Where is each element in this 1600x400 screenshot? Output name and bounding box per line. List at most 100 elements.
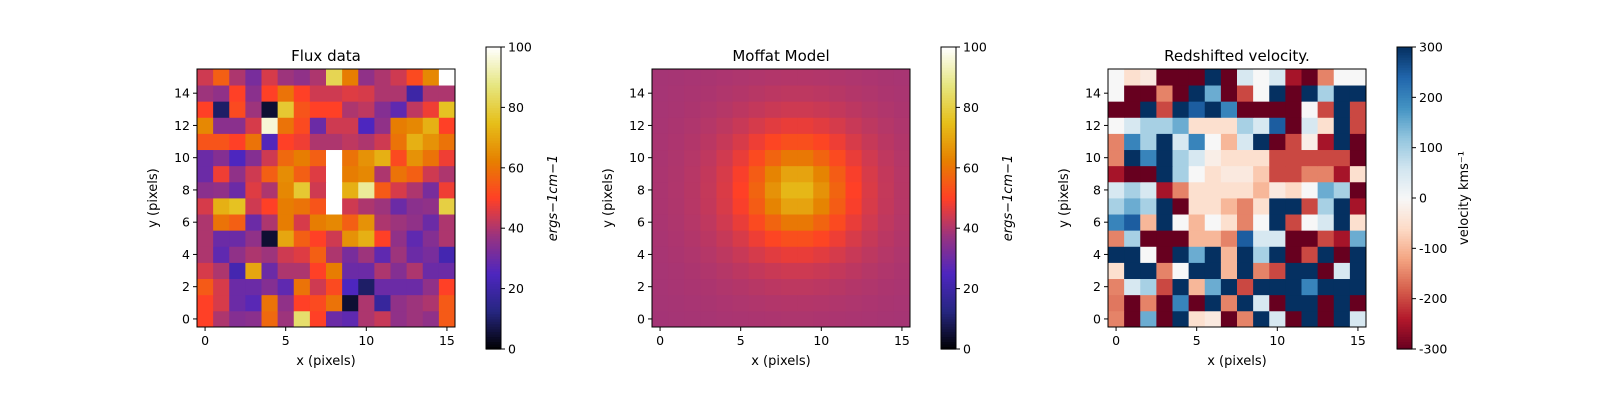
heatmap-cell xyxy=(781,101,798,118)
heatmap-cell xyxy=(309,69,327,86)
heatmap-cell xyxy=(1317,198,1335,215)
heatmap-cell xyxy=(438,230,456,247)
x-tick-label: 5 xyxy=(1193,333,1201,348)
heatmap-cell xyxy=(309,165,327,183)
heatmap-cell xyxy=(732,69,750,86)
colorbar-segment xyxy=(1397,132,1412,136)
colorbar-segment xyxy=(1397,180,1412,184)
colorbar-segment xyxy=(941,119,956,124)
heatmap-cell xyxy=(652,69,669,86)
colorbar-segment xyxy=(941,84,956,88)
heatmap-cell xyxy=(229,294,246,312)
colorbar-segment xyxy=(1397,59,1412,63)
heatmap-cell xyxy=(422,294,440,312)
colorbar-segment xyxy=(1397,127,1412,131)
heatmap-cell xyxy=(668,262,685,280)
colorbar-segment xyxy=(941,343,956,348)
colorbar-segment xyxy=(941,87,956,91)
colorbar-segment xyxy=(486,230,501,234)
heatmap-cell xyxy=(1333,230,1351,247)
colorbar-segment xyxy=(486,112,501,116)
colorbar-frame xyxy=(485,46,502,350)
colorbar-segment xyxy=(941,175,956,179)
heatmap-cell xyxy=(764,149,782,167)
x-axis-label: x (pixels) xyxy=(1207,354,1267,369)
heatmap-cell xyxy=(293,181,311,199)
heatmap-cell xyxy=(229,181,246,199)
colorbar-segment xyxy=(486,336,501,340)
heatmap-cell xyxy=(422,214,440,231)
heatmap-cell xyxy=(1317,230,1335,247)
colorbar-segment xyxy=(486,283,501,287)
colorbar-segment xyxy=(486,177,501,181)
colorbar-segment xyxy=(1397,97,1412,101)
heatmap-cell xyxy=(277,149,295,167)
heatmap-cell xyxy=(1237,310,1254,328)
heatmap-cell xyxy=(732,149,750,167)
colorbar-segment xyxy=(486,87,501,91)
heatmap-cell xyxy=(390,117,408,134)
heatmap-cell xyxy=(1237,230,1254,247)
colorbar-segment xyxy=(1397,99,1412,103)
heatmap-cell xyxy=(197,165,214,183)
heatmap-cell xyxy=(716,310,734,328)
colorbar-segment xyxy=(1397,306,1412,310)
heatmap-cell xyxy=(1124,165,1141,183)
heatmap-cell xyxy=(748,101,766,118)
colorbar-segment xyxy=(1397,54,1412,58)
colorbar-segment xyxy=(941,333,956,338)
heatmap-cell xyxy=(764,198,782,215)
colorbar-segment xyxy=(941,240,956,244)
heatmap-cell xyxy=(1317,214,1335,231)
heatmap-cell xyxy=(1108,214,1125,231)
heatmap-cell xyxy=(748,246,766,263)
heatmap-cell xyxy=(390,214,408,231)
colorbar-segment xyxy=(486,69,501,73)
heatmap-cell xyxy=(716,165,734,183)
heatmap-cell xyxy=(716,198,734,215)
heatmap-cell xyxy=(1237,165,1254,183)
heatmap-cell xyxy=(213,149,230,167)
heatmap-cell xyxy=(1253,149,1270,167)
colorbar-segment xyxy=(941,142,956,146)
heatmap-cell xyxy=(1317,101,1335,118)
heatmap-cell xyxy=(1188,117,1206,134)
colorbar-tick-label: 100 xyxy=(508,40,532,55)
heatmap-cell xyxy=(309,214,327,231)
heatmap-cell xyxy=(406,165,424,183)
colorbar-segment xyxy=(1397,296,1412,300)
heatmap-cell xyxy=(781,310,798,328)
colorbar-segment xyxy=(941,187,956,192)
colorbar-segment xyxy=(941,265,956,270)
heatmap-cell xyxy=(1285,262,1302,280)
heatmap-cell xyxy=(732,214,750,231)
heatmap-cell xyxy=(229,69,246,86)
heatmap-cell xyxy=(1172,85,1190,102)
heatmap-cell xyxy=(293,69,311,86)
heatmap-cell xyxy=(700,294,717,312)
heatmap-cell xyxy=(668,278,685,296)
colorbar-segment xyxy=(1397,215,1412,219)
heatmap-cell xyxy=(1172,310,1190,328)
colorbar-segment xyxy=(1397,323,1412,327)
heatmap-cell xyxy=(309,181,327,199)
heatmap-cell xyxy=(1124,262,1141,280)
heatmap-cell xyxy=(781,198,798,215)
heatmap-cell xyxy=(1188,278,1206,296)
chart-title: Flux data xyxy=(291,47,361,65)
heatmap-cell xyxy=(861,294,879,312)
heatmap-cell xyxy=(1124,181,1141,199)
chart-title: Redshifted velocity. xyxy=(1164,47,1310,65)
colorbar-segment xyxy=(1397,283,1412,287)
colorbar-segment xyxy=(941,326,956,330)
colorbar-segment xyxy=(1397,203,1412,207)
colorbar-segment xyxy=(486,225,501,229)
colorbar-segment xyxy=(1397,328,1412,332)
heatmap-cell xyxy=(406,133,424,151)
colorbar-segment xyxy=(1397,125,1412,129)
colorbar-segment xyxy=(1397,336,1412,340)
heatmap-cell xyxy=(877,278,895,296)
heatmap-cell xyxy=(213,101,230,118)
heatmap-cell xyxy=(245,133,262,151)
heatmap-cell xyxy=(1140,310,1157,328)
